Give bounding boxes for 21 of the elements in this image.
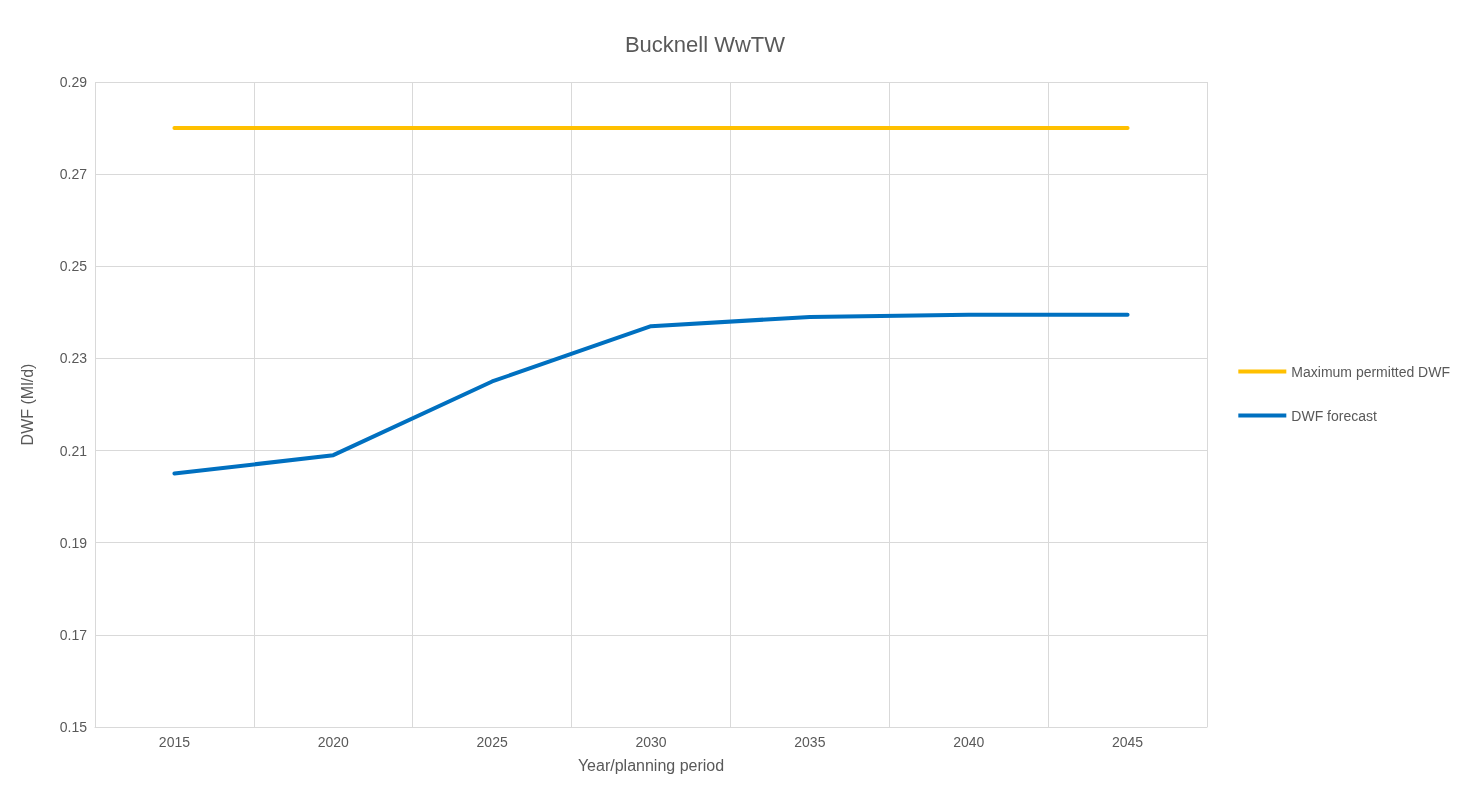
line-series — [172, 312, 1130, 476]
chart-title: Bucknell WwTW — [624, 31, 786, 57]
x-tick-label: 2030 — [635, 734, 667, 750]
y-tick-label: 0.15 — [59, 719, 88, 735]
legend-label: Maximum permitted DWF — [1291, 363, 1450, 380]
x-tick-label: 2015 — [158, 734, 191, 750]
x-tick-label: 2035 — [794, 734, 826, 750]
y-tick-label: 0.17 — [59, 626, 88, 643]
y-tick-label: 0.19 — [59, 534, 88, 551]
x-tick-label: 2045 — [1111, 734, 1144, 750]
y-tick-label: 0.21 — [59, 442, 88, 459]
x-axis-title: Year/planning period — [577, 756, 725, 774]
x-tick-label: 2040 — [953, 734, 985, 750]
x-tick-label: 2020 — [317, 734, 350, 750]
y-tick-label: 0.23 — [59, 350, 88, 367]
y-tick-label: 0.29 — [59, 74, 88, 90]
x-tick-label: 2025 — [476, 734, 508, 750]
y-axis-title: DWF (Ml/d) — [18, 363, 36, 446]
legend-label: DWF forecast — [1291, 407, 1377, 424]
y-tick-label: 0.27 — [59, 166, 88, 183]
y-tick-label: 0.25 — [59, 258, 88, 275]
